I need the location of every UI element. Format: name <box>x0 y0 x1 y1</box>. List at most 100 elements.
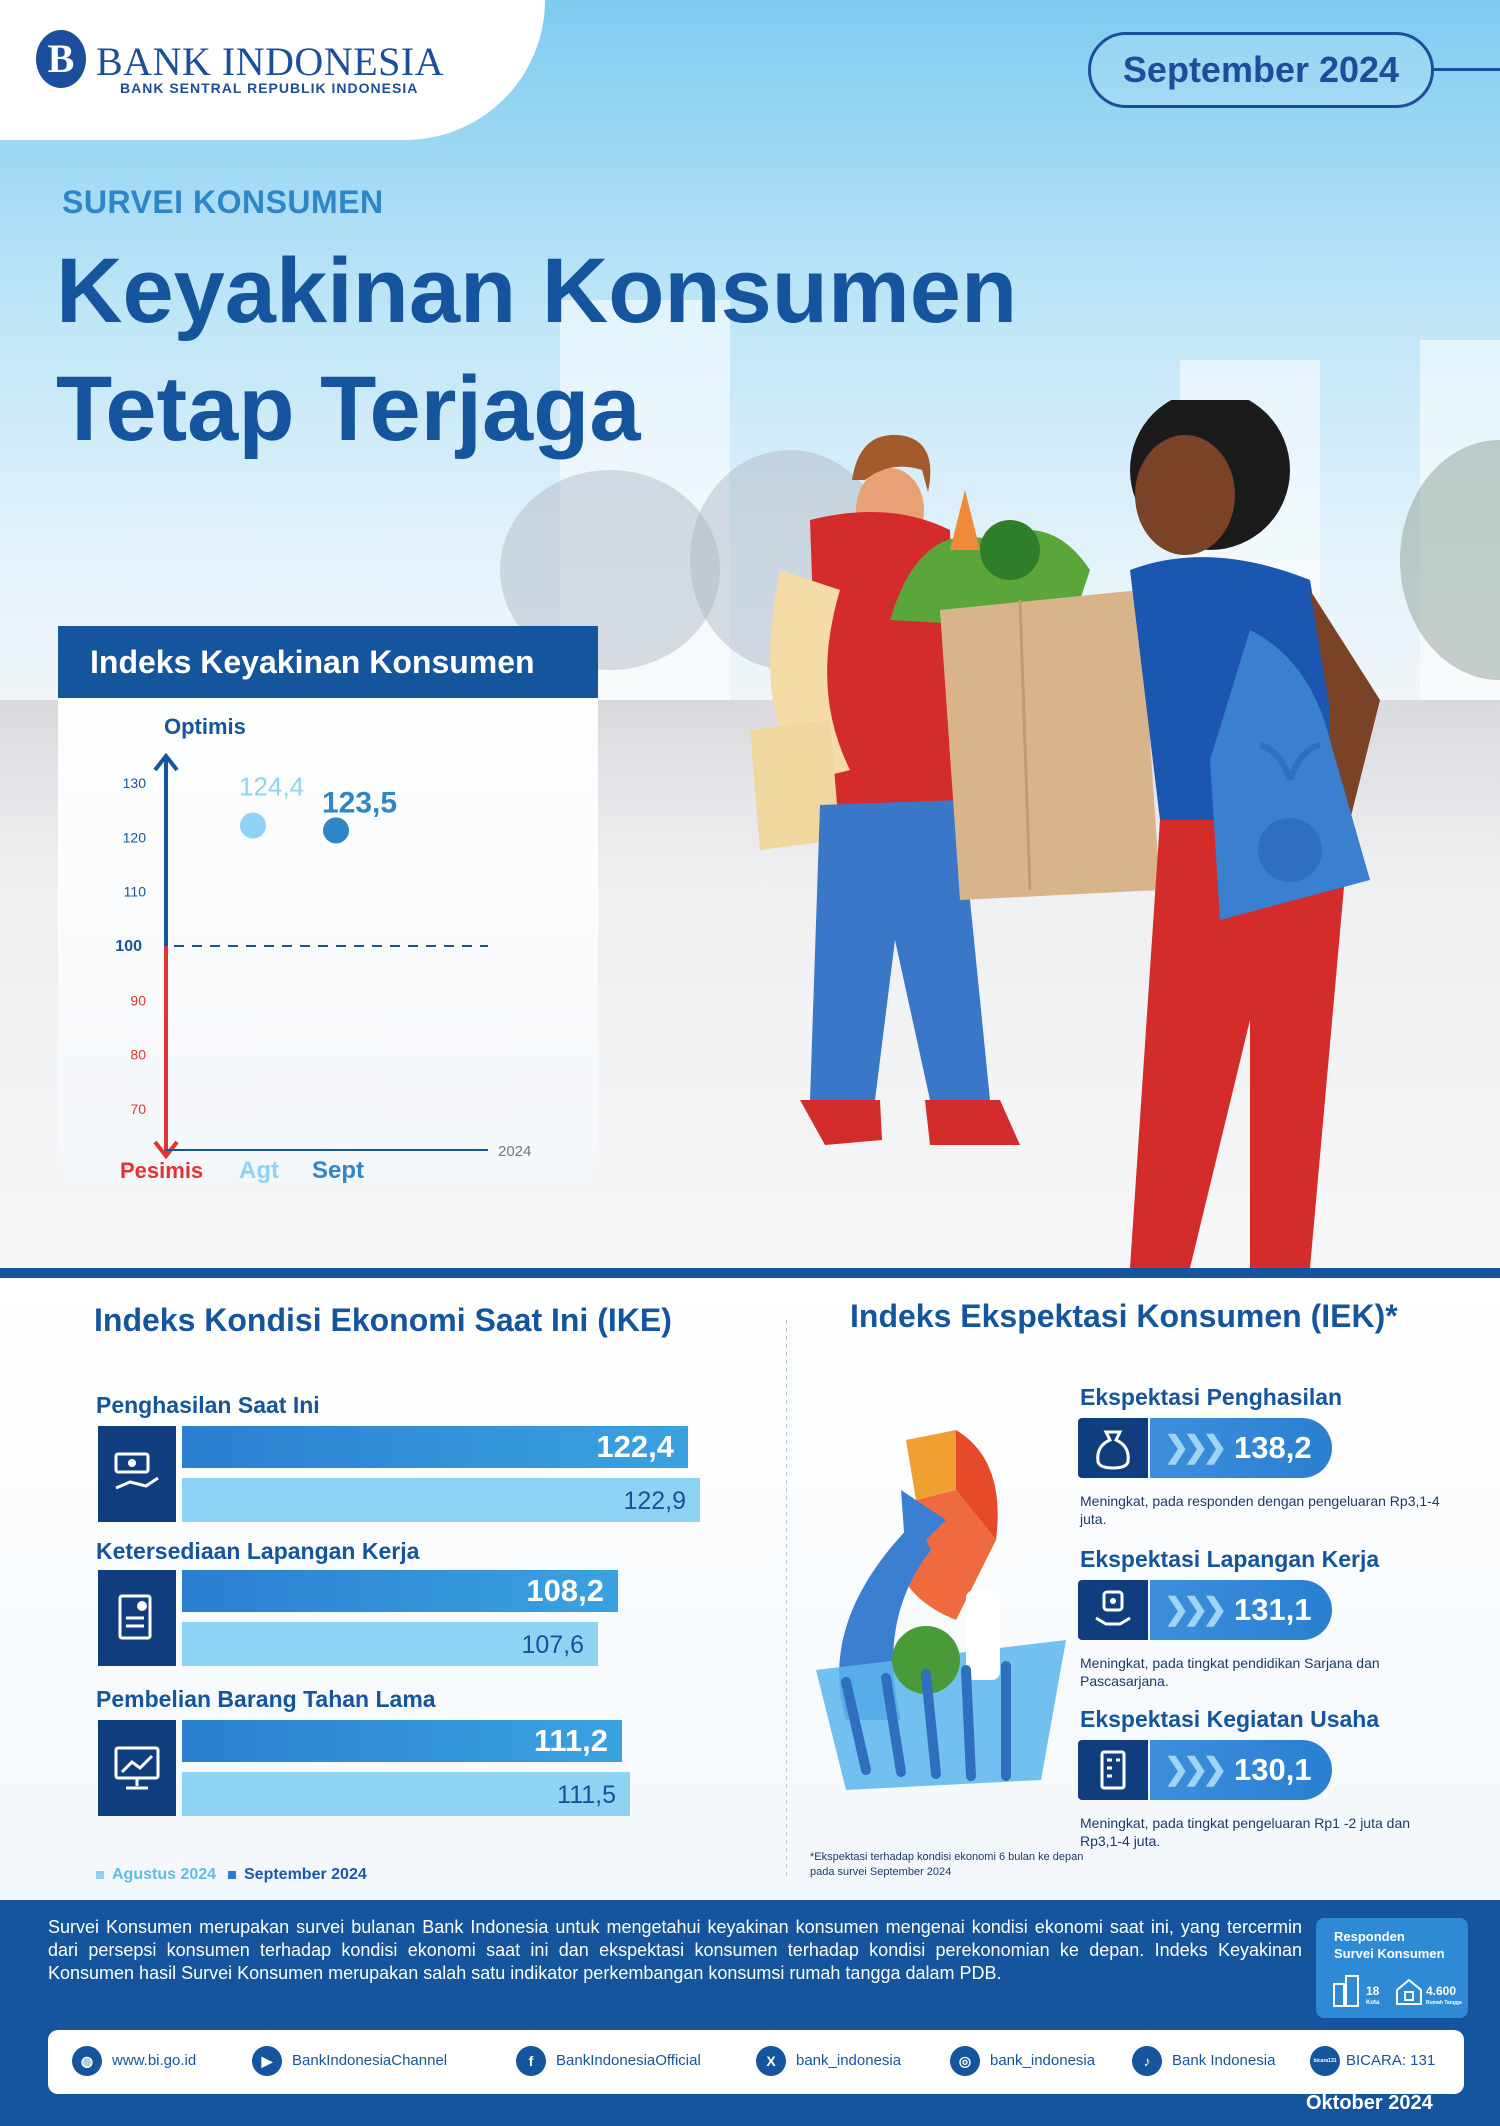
iek-value: 131,1 <box>1234 1592 1312 1627</box>
optimis-label: Optimis <box>164 714 246 739</box>
iek-item-label: Ekspektasi Lapangan Kerja <box>1080 1546 1380 1572</box>
social-bicara-label: BICARA: 131 <box>1346 2052 1436 2069</box>
social-website[interactable]: ◍ www.bi.go.id <box>72 2046 196 2077</box>
shoppers-illustration <box>750 400 1380 1268</box>
chevrons-icon: ❯❯❯ <box>1164 1593 1227 1626</box>
y-tick-label: 100 <box>115 938 142 955</box>
period-line <box>1434 68 1500 71</box>
woman-figure <box>1130 400 1380 1268</box>
background-building <box>1420 340 1500 700</box>
iek-value-pill: ❯❯❯ 130,1 <box>1150 1740 1332 1800</box>
period-badge: September 2024 <box>1088 32 1434 108</box>
bank-indonesia-logo-mark: B <box>36 30 86 88</box>
job-document-icon <box>98 1570 176 1666</box>
paper-bag <box>890 490 1160 900</box>
respondents-box: Responden Survei Konsumen 18 Kota 4.600 … <box>1316 1918 1468 2018</box>
social-tiktok[interactable]: ♪ Bank Indonesia <box>1132 2046 1276 2077</box>
instagram-icon: ◎ <box>950 2046 980 2077</box>
x-category-label: Sept <box>312 1157 364 1184</box>
headline-line-1: Keyakinan Konsumen <box>56 240 1018 342</box>
ike-bar-aug: 122,9 <box>182 1478 700 1522</box>
y-tick-label: 80 <box>130 1047 146 1063</box>
column-separator <box>786 1320 787 1880</box>
respondents-title-line-2: Survei Konsumen <box>1334 1946 1445 1961</box>
x-category-label: Agt <box>239 1157 279 1184</box>
optimis-arrow-icon <box>153 752 179 772</box>
logo-panel: B BANK INDONESIA BANK SENTRAL REPUBLIK I… <box>0 0 545 140</box>
business-icon <box>1078 1740 1148 1800</box>
iek-title: Indeks Ekspektasi Konsumen (IEK)* <box>850 1298 1398 1334</box>
bank-subtitle: BANK SENTRAL REPUBLIK INDONESIA <box>120 80 419 96</box>
iek-value-pill: ❯❯❯ 131,1 <box>1150 1580 1332 1640</box>
headline-line-2: Tetap Terjaga <box>56 358 641 460</box>
ike-item-label: Pembelian Barang Tahan Lama <box>96 1686 436 1712</box>
social-instagram-label: bank_indonesia <box>990 2052 1096 2069</box>
data-label: 124,4 <box>239 772 304 802</box>
ike-bar-sept: 111,2 <box>182 1720 622 1762</box>
x-icon: X <box>756 2046 786 2077</box>
social-youtube[interactable]: ▶ BankIndonesiaChannel <box>252 2046 448 2077</box>
social-facebook-label: BankIndonesiaOfficial <box>556 2052 701 2069</box>
iek-footnote: *Ekspektasi terhadap kondisi ekonomi 6 b… <box>810 1851 1084 1878</box>
ike-bar-aug: 107,6 <box>182 1622 598 1666</box>
section-divider <box>0 1268 1500 1278</box>
social-x-label: bank_indonesia <box>796 2052 902 2069</box>
about-text: Survei Konsumen merupakan survei bulanan… <box>48 1917 1302 1983</box>
headline: Keyakinan Konsumen Tetap Terjaga <box>56 232 1017 468</box>
iek-item-label: Ekspektasi Penghasilan <box>1080 1384 1343 1410</box>
pesimis-arrow-icon <box>153 1140 179 1160</box>
facebook-icon: f <box>516 2046 546 2077</box>
social-tiktok-label: Bank Indonesia <box>1172 2052 1276 2069</box>
respondents-households: 4.600 <box>1426 1984 1457 1998</box>
iek-item-label: Ekspektasi Kegiatan Usaha <box>1080 1706 1380 1732</box>
respondents-households-label: Rumah Tangga <box>1426 2000 1462 2006</box>
ikk-chart: Optimis Pesimis 2024 130120110100908070 … <box>115 714 531 1184</box>
publication-month: Oktober 2024 <box>1306 2092 1433 2114</box>
legend-august-label: Agustus 2024 <box>112 1866 217 1883</box>
data-point <box>323 817 349 844</box>
respondents-cities-label: Kota <box>1366 2000 1380 2006</box>
survey-label: SURVEI KONSUMEN <box>62 184 384 220</box>
hero-section: B BANK INDONESIA BANK SENTRAL REPUBLIK I… <box>0 0 1500 1268</box>
ikk-axis: 130 120 110 100 90 80 70 <box>115 752 488 1160</box>
money-bag-icon <box>1078 1418 1148 1478</box>
iek-value-pill: ❯❯❯ 138,2 <box>1150 1418 1332 1478</box>
worker-icon <box>1078 1580 1148 1640</box>
respondents-cities: 18 <box>1366 1984 1380 1998</box>
iek-value: 130,1 <box>1234 1752 1312 1787</box>
y-tick-label: 130 <box>123 775 147 791</box>
ike-bar-aug: 111,5 <box>182 1772 630 1816</box>
ike-item-label: Ketersediaan Lapangan Kerja <box>96 1538 420 1564</box>
ike-title: Indeks Kondisi Ekonomi Saat Ini (IKE) <box>94 1302 672 1338</box>
chevrons-icon: ❯❯❯ <box>1164 1431 1227 1464</box>
pesimis-label: Pesimis <box>120 1158 203 1183</box>
legend-september: September 2024 <box>228 1866 367 1884</box>
social-youtube-label: BankIndonesiaChannel <box>292 2052 448 2069</box>
y-tick-label: 120 <box>123 829 147 845</box>
house-icon <box>1396 1978 1422 2005</box>
globe-icon: ◍ <box>72 2046 102 2077</box>
tiktok-icon: ♪ <box>1132 2046 1162 2077</box>
ike-bar-sept: 108,2 <box>182 1570 618 1612</box>
iek-note: Meningkat, pada tingkat pengeluaran Rp1 … <box>1080 1815 1411 1849</box>
ike-item-label: Penghasilan Saat Ini <box>96 1392 320 1418</box>
year-label: 2024 <box>498 1143 531 1160</box>
youtube-icon: ▶ <box>252 2046 282 2077</box>
city-icon <box>1333 1975 1359 2007</box>
data-point <box>240 812 266 839</box>
monitor-icon <box>98 1720 176 1816</box>
bank-name: BANK INDONESIA <box>96 39 445 84</box>
data-label: 123,5 <box>322 786 397 819</box>
social-facebook[interactable]: f BankIndonesiaOfficial <box>516 2046 701 2077</box>
shopping-basket-illustration <box>816 1430 1066 1790</box>
social-instagram[interactable]: ◎ bank_indonesia <box>950 2046 1096 2077</box>
respondents-title: Responden Survei Konsumen <box>1334 1928 1445 1962</box>
social-bicara[interactable]: bicara131 BICARA: 131 <box>1310 2046 1436 2077</box>
y-tick-label: 90 <box>130 992 146 1008</box>
y-tick-label: 110 <box>124 884 147 900</box>
legend-september-label: September 2024 <box>244 1866 367 1883</box>
respondents-title-line-1: Responden <box>1334 1929 1405 1944</box>
legend-august: Agustus 2024 <box>96 1866 216 1884</box>
